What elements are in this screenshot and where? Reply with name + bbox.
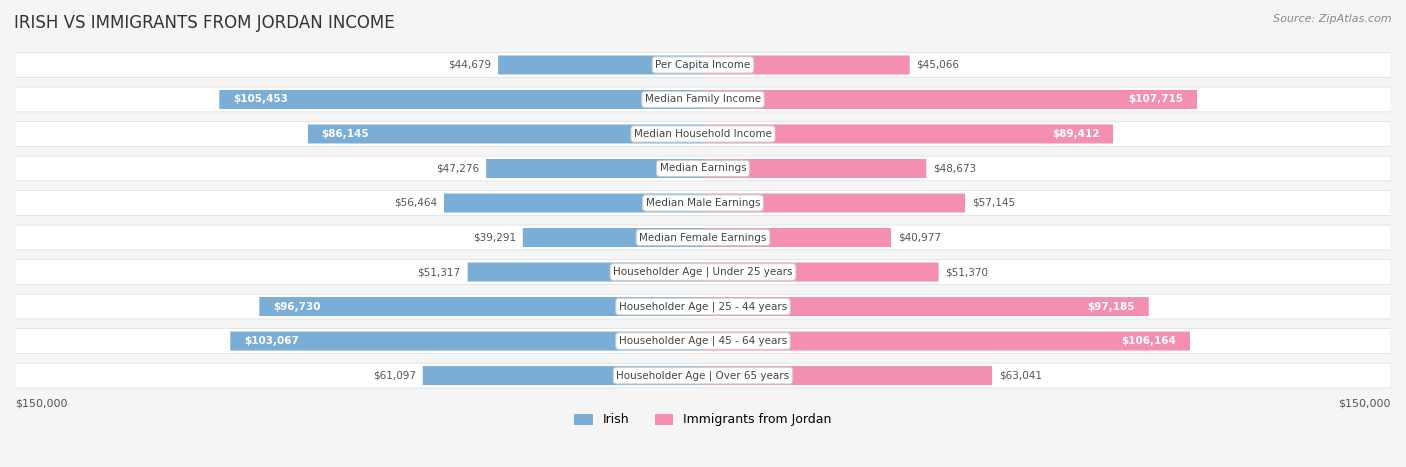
Text: Householder Age | Under 25 years: Householder Age | Under 25 years — [613, 267, 793, 277]
FancyBboxPatch shape — [703, 262, 939, 282]
Text: $96,730: $96,730 — [273, 302, 321, 311]
Text: $63,041: $63,041 — [1000, 371, 1042, 381]
Text: Median Male Earnings: Median Male Earnings — [645, 198, 761, 208]
FancyBboxPatch shape — [703, 366, 993, 385]
FancyBboxPatch shape — [15, 121, 1391, 146]
FancyBboxPatch shape — [259, 297, 703, 316]
Text: $105,453: $105,453 — [233, 94, 288, 105]
FancyBboxPatch shape — [15, 329, 1391, 354]
Text: Median Household Income: Median Household Income — [634, 129, 772, 139]
Text: IRISH VS IMMIGRANTS FROM JORDAN INCOME: IRISH VS IMMIGRANTS FROM JORDAN INCOME — [14, 14, 395, 32]
Text: Householder Age | 45 - 64 years: Householder Age | 45 - 64 years — [619, 336, 787, 347]
FancyBboxPatch shape — [703, 159, 927, 178]
Text: $107,715: $107,715 — [1128, 94, 1184, 105]
FancyBboxPatch shape — [703, 228, 891, 247]
FancyBboxPatch shape — [468, 262, 703, 282]
Text: Median Family Income: Median Family Income — [645, 94, 761, 105]
Text: $56,464: $56,464 — [394, 198, 437, 208]
Text: $89,412: $89,412 — [1052, 129, 1099, 139]
Text: $44,679: $44,679 — [449, 60, 491, 70]
FancyBboxPatch shape — [231, 332, 703, 351]
FancyBboxPatch shape — [523, 228, 703, 247]
FancyBboxPatch shape — [703, 90, 1197, 109]
Text: $45,066: $45,066 — [917, 60, 959, 70]
Text: Source: ZipAtlas.com: Source: ZipAtlas.com — [1274, 14, 1392, 24]
Text: $39,291: $39,291 — [472, 233, 516, 242]
FancyBboxPatch shape — [15, 363, 1391, 388]
FancyBboxPatch shape — [15, 87, 1391, 112]
Text: Householder Age | 25 - 44 years: Householder Age | 25 - 44 years — [619, 301, 787, 312]
Text: $51,370: $51,370 — [945, 267, 988, 277]
FancyBboxPatch shape — [703, 125, 1114, 143]
FancyBboxPatch shape — [15, 52, 1391, 78]
FancyBboxPatch shape — [15, 156, 1391, 181]
FancyBboxPatch shape — [703, 297, 1149, 316]
Text: $40,977: $40,977 — [898, 233, 941, 242]
Text: $86,145: $86,145 — [322, 129, 370, 139]
FancyBboxPatch shape — [703, 193, 965, 212]
FancyBboxPatch shape — [219, 90, 703, 109]
Text: Median Female Earnings: Median Female Earnings — [640, 233, 766, 242]
FancyBboxPatch shape — [308, 125, 703, 143]
Text: $47,276: $47,276 — [436, 163, 479, 173]
Text: Per Capita Income: Per Capita Income — [655, 60, 751, 70]
FancyBboxPatch shape — [423, 366, 703, 385]
FancyBboxPatch shape — [15, 191, 1391, 215]
FancyBboxPatch shape — [15, 260, 1391, 284]
Text: Median Earnings: Median Earnings — [659, 163, 747, 173]
Text: $57,145: $57,145 — [972, 198, 1015, 208]
FancyBboxPatch shape — [15, 294, 1391, 319]
Text: $150,000: $150,000 — [1339, 398, 1391, 408]
Text: $51,317: $51,317 — [418, 267, 461, 277]
FancyBboxPatch shape — [703, 332, 1189, 351]
Legend: Irish, Immigrants from Jordan: Irish, Immigrants from Jordan — [569, 409, 837, 432]
FancyBboxPatch shape — [444, 193, 703, 212]
Text: $61,097: $61,097 — [373, 371, 416, 381]
Text: $106,164: $106,164 — [1122, 336, 1177, 346]
Text: $150,000: $150,000 — [15, 398, 67, 408]
FancyBboxPatch shape — [15, 225, 1391, 250]
Text: $97,185: $97,185 — [1087, 302, 1135, 311]
FancyBboxPatch shape — [486, 159, 703, 178]
FancyBboxPatch shape — [498, 56, 703, 74]
Text: $48,673: $48,673 — [934, 163, 976, 173]
Text: Householder Age | Over 65 years: Householder Age | Over 65 years — [616, 370, 790, 381]
Text: $103,067: $103,067 — [245, 336, 299, 346]
FancyBboxPatch shape — [703, 56, 910, 74]
